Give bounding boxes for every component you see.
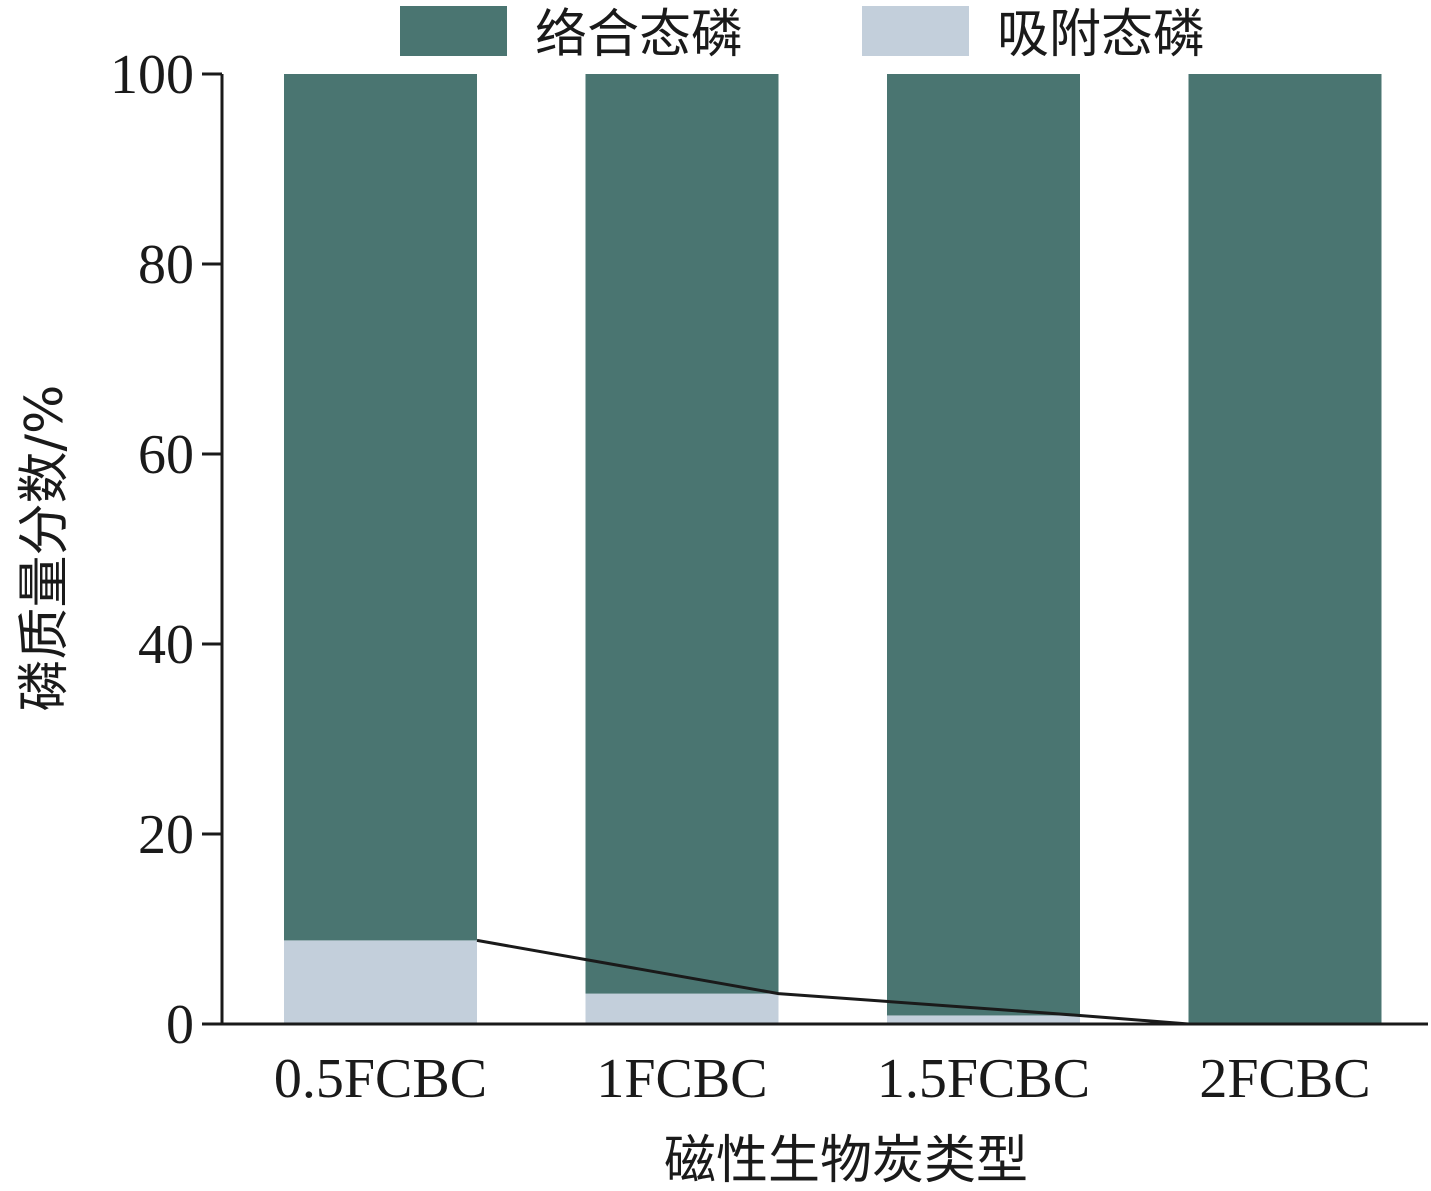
bar-complexed-1 bbox=[585, 74, 779, 994]
legend: 络合态磷 吸附态磷 bbox=[400, 5, 1205, 65]
x-tick-label-0: 0.5FCBC bbox=[274, 1048, 487, 1110]
y-tick-label-0: 0 bbox=[166, 994, 194, 1056]
bar-adsorbed-0 bbox=[284, 940, 477, 1024]
x-axis-title: 磁性生物炭类型 bbox=[664, 1131, 1028, 1191]
y-tick-label-40: 40 bbox=[138, 614, 194, 676]
legend-label-1: 吸附态磷 bbox=[997, 5, 1205, 65]
legend-swatch-0 bbox=[400, 6, 507, 56]
axes-group: 0 20 40 60 80 100 0.5FCBC 1FCBC 1.5FCBC 2FCBC bbox=[110, 44, 1428, 1110]
bars-group bbox=[284, 74, 1382, 1024]
x-tick-label-2: 1.5FCBC bbox=[877, 1048, 1090, 1110]
y-tick-label-20: 20 bbox=[138, 804, 194, 866]
legend-swatch-1 bbox=[862, 6, 969, 56]
bar-complexed-0 bbox=[284, 74, 477, 941]
y-tick-label-60: 60 bbox=[138, 424, 194, 486]
y-tick-label-100: 100 bbox=[110, 44, 194, 106]
x-tick-label-3: 2FCBC bbox=[1199, 1048, 1370, 1110]
trend-line-adsorbed bbox=[476, 938, 1189, 1026]
trend-line-group bbox=[476, 938, 1189, 1026]
bar-adsorbed-1 bbox=[585, 993, 779, 1024]
bar-complexed-3 bbox=[1188, 74, 1382, 1024]
y-axis-title: 磷质量分数/% bbox=[15, 385, 75, 712]
bar-adsorbed-2 bbox=[887, 1015, 1080, 1024]
bar-complexed-2 bbox=[887, 74, 1080, 1016]
y-tick-label-80: 80 bbox=[138, 234, 194, 296]
legend-label-0: 络合态磷 bbox=[535, 5, 743, 65]
x-tick-label-1: 1FCBC bbox=[596, 1048, 767, 1110]
